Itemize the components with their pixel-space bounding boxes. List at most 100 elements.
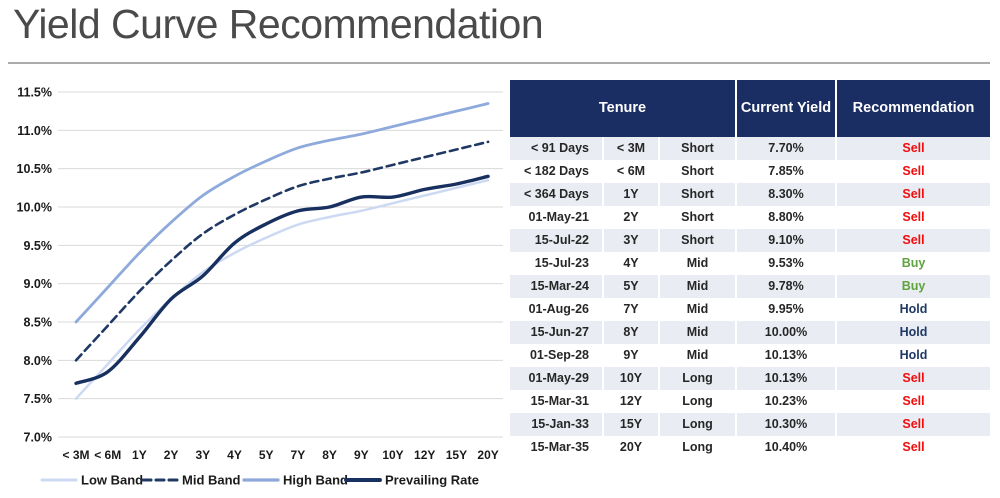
y-axis-tick-label: 9.5%: [24, 239, 53, 253]
tenor-code-cell: < 6M: [604, 160, 660, 183]
tenor-code-cell: 7Y: [604, 298, 660, 321]
recommendation-cell: Sell: [837, 137, 990, 160]
current-yield-cell: 10.00%: [737, 321, 837, 344]
yield-curve-chart: 7.0% 7.5% 8.0% 8.5% 9.0% 9.5% 10.0% 10.5% 11.0% 1…: [8, 78, 508, 493]
tenor-bucket-cell: Mid: [660, 298, 737, 321]
title-divider: [8, 62, 990, 64]
recommendation-cell: Sell: [837, 367, 990, 390]
tenure-date-cell: 15-Jan-33: [510, 413, 604, 436]
recommendation-cell: Sell: [902, 210, 925, 224]
tenure-date-cell: 15-Jul-23: [510, 252, 604, 275]
y-axis-tick-label: 10.0%: [17, 201, 52, 215]
tenor-bucket-cell: Short: [660, 206, 737, 229]
tenure-date-cell: 15-Mar-35: [510, 436, 604, 459]
tenor-bucket-cell: Long: [660, 390, 737, 413]
current-yield-cell: 9.78%: [737, 275, 837, 298]
current-yield-cell: 9.10%: [737, 229, 837, 252]
tenor-bucket-cell: Mid: [660, 275, 737, 298]
recommendation-cell: Hold: [899, 302, 928, 316]
current-yield-cell: 10.13%: [737, 344, 837, 367]
page-title: Yield Curve Recommendation: [13, 1, 544, 47]
current-yield-cell: 10.30%: [737, 413, 837, 436]
tenor-code-cell: 12Y: [604, 390, 660, 413]
tenure-date-cell: 15-Mar-24: [510, 275, 604, 298]
current-yield-cell: 8.30%: [737, 183, 837, 206]
recommendation-cell: Buy: [901, 256, 926, 270]
recommendation-cell: Buy: [837, 275, 990, 298]
legend-label: Low Band: [81, 473, 143, 488]
tenor-bucket-cell: Long: [660, 367, 737, 390]
current-yield-cell: 10.23%: [737, 390, 837, 413]
recommendation-cell: Sell: [902, 164, 925, 178]
tenor-bucket-cell: Short: [660, 229, 737, 252]
recommendation-cell: Hold: [899, 348, 928, 362]
tenure-date-cell: 01-May-29: [510, 367, 604, 390]
tenor-code-cell: < 3M: [604, 137, 660, 160]
tenor-code-cell: 20Y: [604, 436, 660, 459]
tenor-bucket-cell: Mid: [660, 252, 737, 275]
tenor-bucket-cell: Long: [660, 436, 737, 459]
x-axis-tick-label: 7Y: [291, 448, 306, 462]
tenor-code-cell: 5Y: [604, 275, 660, 298]
legend-label: High Band: [283, 473, 348, 488]
tenure-date-cell: 01-May-21: [510, 206, 604, 229]
tenor-bucket-cell: Mid: [660, 344, 737, 367]
tenor-code-cell: 8Y: [604, 321, 660, 344]
y-axis-tick-label: 10.5%: [17, 162, 52, 176]
tenure-date-cell: 01-Sep-28: [510, 344, 604, 367]
recommendation-cell: Hold: [837, 321, 990, 344]
tenor-code-cell: 10Y: [604, 367, 660, 390]
legend-label: Prevailing Rate: [385, 473, 479, 488]
tenor-code-cell: 15Y: [604, 413, 660, 436]
series-line-mid-band: [74, 140, 490, 362]
tenure-date-cell: 15-Mar-31: [510, 390, 604, 413]
y-axis-tick-label: 8.0%: [24, 354, 53, 368]
col-header-tenure: Tenure: [510, 80, 737, 137]
tenor-bucket-cell: Short: [660, 137, 737, 160]
current-yield-cell: 9.53%: [737, 252, 837, 275]
tenor-code-cell: 4Y: [604, 252, 660, 275]
recommendation-cell: Sell: [837, 229, 990, 252]
x-axis-tick-label: 9Y: [354, 448, 369, 462]
series-line-low-band: [74, 178, 490, 400]
tenor-code-cell: 1Y: [604, 183, 660, 206]
x-axis-tick-label: 8Y: [322, 448, 337, 462]
tenor-bucket-cell: Short: [660, 183, 737, 206]
recommendation-cell: Sell: [837, 413, 990, 436]
x-axis-tick-label: 10Y: [382, 448, 403, 462]
current-yield-cell: 8.80%: [737, 206, 837, 229]
tenure-date-cell: 15-Jun-27: [510, 321, 604, 344]
current-yield-cell: 9.95%: [737, 298, 837, 321]
tenor-bucket-cell: Mid: [660, 321, 737, 344]
y-axis-tick-label: 8.5%: [24, 316, 53, 330]
x-axis-tick-label: 5Y: [259, 448, 274, 462]
tenor-code-cell: 9Y: [604, 344, 660, 367]
x-axis-tick-label: < 6M: [94, 448, 121, 462]
x-axis-tick-label: 2Y: [164, 448, 179, 462]
tenor-code-cell: 2Y: [604, 206, 660, 229]
x-axis-tick-label: 4Y: [227, 448, 242, 462]
tenor-bucket-cell: Long: [660, 413, 737, 436]
recommendation-cell: Sell: [837, 183, 990, 206]
tenure-date-cell: 15-Jul-22: [510, 229, 604, 252]
chart-svg: 7.0% 7.5% 8.0% 8.5% 9.0% 9.5% 10.0% 10.5% 11.0% 1…: [17, 86, 503, 488]
table-body: < 91 Days < 3M Short 7.70% Sell < 182 Days < 6…: [510, 137, 990, 459]
x-axis-tick-label: < 3M: [62, 448, 89, 462]
col-header-recommendation: Recommendation: [837, 80, 990, 137]
tenure-date-cell: < 364 Days: [510, 183, 604, 206]
x-axis-tick-label: 20Y: [477, 448, 498, 462]
y-axis-tick-label: 7.5%: [24, 392, 53, 406]
recommendation-cell: Sell: [902, 440, 925, 454]
current-yield-cell: 7.70%: [737, 137, 837, 160]
current-yield-cell: 10.13%: [737, 367, 837, 390]
y-axis-tick-label: 11.0%: [17, 124, 52, 138]
series-line-prevailing-rate: [74, 174, 490, 386]
y-axis-tick-label: 7.0%: [24, 431, 53, 445]
x-axis-tick-label: 3Y: [195, 448, 210, 462]
col-header-current-yield: Current Yield: [737, 80, 837, 137]
tenor-code-cell: 3Y: [604, 229, 660, 252]
series-line-high-band: [74, 102, 490, 324]
recommendation-table: Tenure Current Yield Recommendation < 91…: [510, 80, 990, 459]
x-axis-tick-label: 1Y: [132, 448, 147, 462]
y-axis-tick-label: 11.5%: [17, 86, 52, 100]
